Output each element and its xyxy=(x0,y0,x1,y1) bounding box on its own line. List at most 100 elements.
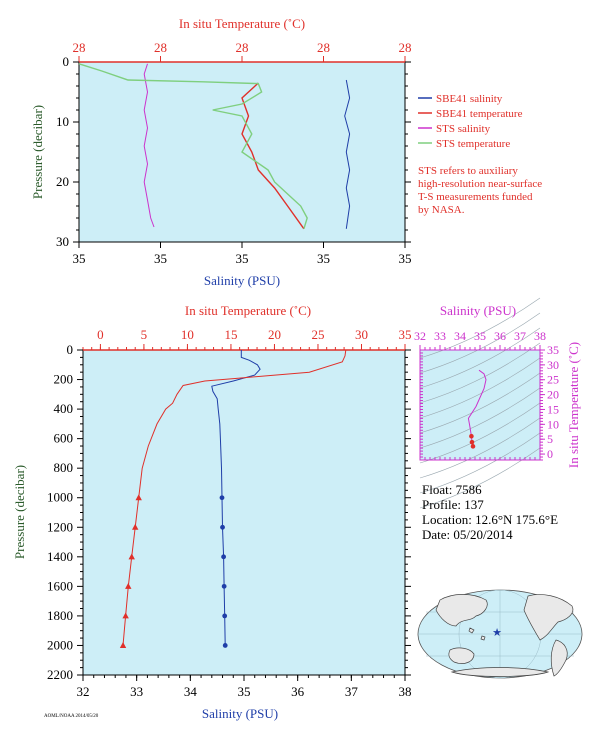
full-profile-y-ticks: 0 200 400 600 800 1000 1200 1400 1600 1800 2000 220… xyxy=(47,342,411,682)
ts-inset-top-tick-label: 32 xyxy=(414,329,426,343)
asia-landmass xyxy=(435,594,488,627)
near-surface-y-tick-label: 30 xyxy=(56,234,69,249)
full-profile-y-tick-label: 200 xyxy=(54,372,74,387)
full-profile-top-tick-label: 35 xyxy=(399,327,412,342)
legend-entry: STS temperature xyxy=(436,138,510,150)
ts-inset-plot-area xyxy=(419,349,541,461)
near-surface-bottom-axis-label: Salinity (PSU) xyxy=(204,273,280,288)
sts-note-line-1: STS refers to auxiliary xyxy=(418,165,518,177)
full-profile-bottom-ticks: 32 33 34 35 36 37 38 xyxy=(77,675,412,699)
near-surface-top-tick-label: 28 xyxy=(154,40,167,55)
full-profile-y-tick-label: 2200 xyxy=(47,667,73,682)
density-contour xyxy=(419,357,541,419)
ts-inset-top-tick-label: 33 xyxy=(434,329,446,343)
near-surface-y-ticks: 0 10 20 30 xyxy=(56,54,411,249)
sts-note-line-2: high-resolution near-surface xyxy=(418,178,542,190)
density-contour xyxy=(419,402,541,464)
temperature-marker xyxy=(135,494,142,501)
full-profile-bottom-axis-label: Salinity (PSU) xyxy=(202,706,278,721)
salinity-marker xyxy=(219,495,225,501)
ts-inset-top-ticks: 32 33 34 35 36 37 38 xyxy=(414,329,546,460)
full-profile-panel: In situ Temperature (˚C) 0 5 10 15 20 25 30 35 … xyxy=(12,303,412,721)
profile-date: Date: 05/20/2014 xyxy=(422,527,513,542)
full-profile-top-tick-label: 5 xyxy=(141,327,148,342)
legend-entry: SBE41 salinity xyxy=(436,93,503,105)
float-location-marker-icon: ★ xyxy=(492,627,502,639)
full-profile-top-tick-label: 0 xyxy=(97,327,104,342)
full-profile-bottom-tick-label: 33 xyxy=(130,684,143,699)
sts-note: STS refers to auxiliary high-resolution … xyxy=(418,165,542,216)
salinity-marker xyxy=(221,583,227,589)
ts-inset-right-tick-label: 30 xyxy=(547,358,559,372)
density-contour xyxy=(419,342,541,404)
ts-inset-top-tick-label: 37 xyxy=(514,329,526,343)
australia-landmass xyxy=(448,647,475,664)
ts-inset-top-tick-label: 35 xyxy=(474,329,486,343)
world-map-land xyxy=(435,594,574,677)
density-contour xyxy=(419,372,541,434)
float-location: Location: 12.6°N 175.6°E xyxy=(422,512,558,527)
ts-inset-right-tick-label: 35 xyxy=(547,343,559,357)
full-profile-y-tick-label: 1200 xyxy=(47,519,73,534)
full-profile-plot-area xyxy=(82,349,406,676)
ts-inset-right-tick-label: 5 xyxy=(547,432,553,446)
full-profile-top-tick-label: 15 xyxy=(224,327,237,342)
world-map: ★ xyxy=(417,589,583,679)
density-contour xyxy=(419,387,541,449)
full-profile-top-tick-label: 20 xyxy=(268,327,281,342)
near-surface-y-axis-label: Pressure (decibar) xyxy=(30,105,45,199)
full-profile-bottom-tick-label: 35 xyxy=(238,684,251,699)
salinity-marker xyxy=(220,524,225,530)
full-profile-bottom-tick-label: 36 xyxy=(291,684,305,699)
full-profile-bottom-tick-label: 38 xyxy=(399,684,412,699)
full-profile-y-tick-label: 1600 xyxy=(47,578,73,593)
series-salinity xyxy=(211,350,261,646)
ts-inset-right-tick-label: 0 xyxy=(547,447,553,461)
series-sbe41-temperature xyxy=(241,82,305,230)
salinity-marker xyxy=(222,613,228,619)
near-surface-y-tick-label: 0 xyxy=(63,54,70,69)
full-profile-y-tick-label: 800 xyxy=(54,460,74,475)
full-profile-top-tick-label: 10 xyxy=(181,327,194,342)
ts-deep-marker xyxy=(469,439,475,445)
full-profile-top-tick-label: 25 xyxy=(311,327,324,342)
ts-inset-right-tick-label: 20 xyxy=(547,388,559,402)
north-america-landmass xyxy=(523,594,574,641)
near-surface-legend: SBE41 salinity SBE41 temperature STS salin… xyxy=(418,93,523,150)
series-sts-temperature xyxy=(78,63,308,230)
legend-entry: STS salinity xyxy=(436,123,491,135)
full-profile-y-tick-label: 600 xyxy=(54,431,74,446)
antarctica-landmass xyxy=(450,667,550,677)
ts-deep-marker xyxy=(469,433,474,439)
full-profile-y-tick-label: 1400 xyxy=(47,549,73,564)
near-surface-top-ticks: 28 28 28 28 28 xyxy=(73,40,412,62)
south-america-landmass xyxy=(550,639,568,677)
float-number: Float: 7586 xyxy=(422,482,482,497)
full-profile-top-axis-label: In situ Temperature (˚C) xyxy=(185,303,311,318)
full-profile-bottom-tick-label: 34 xyxy=(184,684,198,699)
series-sbe41-salinity xyxy=(344,79,351,229)
sts-note-line-4: by NASA. xyxy=(418,204,465,216)
footer-code: AOML/NOAA 2014/05/20 xyxy=(44,714,99,719)
islands-landmass xyxy=(468,627,486,641)
ts-curve xyxy=(467,369,487,447)
float-info: Float: 7586 Profile: 137 Location: 12.6°… xyxy=(422,482,558,542)
near-surface-bottom-tick-label: 35 xyxy=(154,251,167,266)
temperature-marker xyxy=(119,641,127,648)
near-surface-top-tick-label: 28 xyxy=(236,40,249,55)
full-profile-y-axis-label: Pressure (decibar) xyxy=(12,465,27,559)
near-surface-y-tick-label: 20 xyxy=(56,174,69,189)
density-contour xyxy=(419,297,541,359)
near-surface-panel: In situ Temperature (˚C) 28 28 28 28 28 35 35… xyxy=(30,16,412,288)
near-surface-series xyxy=(78,63,351,230)
ts-inset-right-tick-label: 15 xyxy=(547,402,559,416)
density-contour xyxy=(419,327,541,389)
near-surface-bottom-ticks: 35 35 35 35 35 xyxy=(73,242,412,266)
full-profile-top-ticks: 0 5 10 15 20 25 30 35 xyxy=(82,327,412,350)
full-profile-y-tick-label: 1800 xyxy=(47,608,73,623)
ts-inset-right-tick-label: 10 xyxy=(547,417,559,431)
near-surface-bottom-tick-label: 35 xyxy=(399,251,412,266)
full-profile-y-tick-label: 0 xyxy=(67,342,74,357)
